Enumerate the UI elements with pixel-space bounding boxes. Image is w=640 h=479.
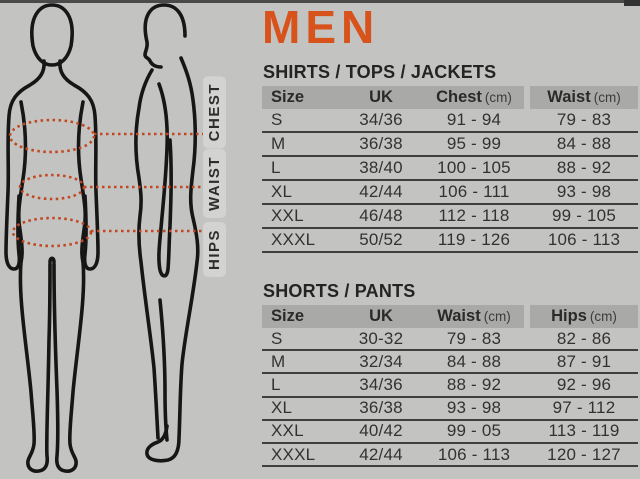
table-row: XXXL 42/44 106 - 113 120 - 127 [262, 444, 638, 468]
value-cell: 30-32 [358, 328, 404, 348]
column-header-size: Size [262, 305, 338, 328]
value-cell: 120 - 127 [547, 444, 621, 464]
value-cell: 87 - 91 [556, 351, 612, 371]
table-row: M 36/38 95 - 99 84 - 88 [262, 133, 638, 157]
table-row: L 34/36 88 - 92 92 - 96 [262, 374, 638, 398]
measurement-dotted-lines [8, 118, 206, 248]
waist-label: WAIST [203, 149, 226, 218]
value-cell: 34/36 [359, 110, 403, 129]
value-cell: 34/36 [359, 374, 403, 394]
size-cell: XL [271, 182, 293, 201]
size-cell: S [271, 110, 283, 129]
value-cell: 84 - 88 [556, 134, 612, 153]
table-row: XXL 46/48 112 - 118 99 - 105 [262, 205, 638, 229]
size-cell: M [271, 134, 286, 153]
column-header-waist: Waist (cm) [530, 86, 638, 109]
value-cell: 106 - 111 [438, 182, 510, 201]
waist-ellipse [18, 173, 86, 201]
body-outlines-svg [4, 3, 206, 473]
column-header-waist: Waist (cm) [424, 305, 524, 328]
column-header-chest: Chest (cm) [424, 86, 524, 109]
table-title: SHIRTS / TOPS / JACKETS [263, 62, 497, 82]
value-cell: 42/44 [359, 444, 403, 464]
table-row: L 38/40 100 - 105 88 - 92 [262, 157, 638, 181]
value-cell: 93 - 98 [446, 398, 502, 418]
value-cell: 50/52 [359, 230, 403, 249]
column-header-hips: Hips (cm) [530, 305, 638, 328]
column-header-size: Size [262, 86, 338, 109]
shorts-pants-table: SHORTS / PANTS Size UK Waist (cm) Hips (cm) S… [262, 281, 638, 468]
column-header-uk: UK [338, 86, 424, 109]
table-title: SHORTS / PANTS [263, 281, 416, 301]
hips-label: HIPS [203, 222, 226, 278]
value-cell: 88 - 92 [446, 374, 502, 394]
hips-ellipse [11, 216, 93, 248]
table-header-row: Size UK Waist (cm) Hips (cm) [262, 305, 638, 328]
side-figure-outline [134, 3, 200, 463]
body-measurement-diagram: CHEST WAIST HIPS [0, 0, 260, 479]
table-row: S 30-32 79 - 83 82 - 86 [262, 328, 638, 352]
size-cell: XXL [271, 421, 304, 441]
table-row: S 34/36 91 - 94 79 - 83 [262, 109, 638, 133]
value-cell: 93 - 98 [556, 182, 612, 201]
value-cell: 84 - 88 [446, 351, 502, 371]
value-cell: 113 - 119 [548, 421, 620, 441]
top-edge-strip [0, 0, 640, 3]
size-chart-content: MEN SHIRTS / TOPS / JACKETS Size UK Chest(… [262, 0, 640, 479]
table-row: XXL 40/42 99 - 05 113 - 119 [262, 421, 638, 444]
value-cell: 91 - 94 [446, 110, 502, 129]
value-cell: 46/48 [359, 206, 403, 225]
value-cell: 79 - 83 [446, 328, 502, 348]
value-cell: 88 - 92 [556, 158, 612, 177]
chest-ellipse [8, 118, 96, 154]
table-row: M 32/34 84 - 88 87 - 91 [262, 351, 638, 375]
size-cell: M [271, 351, 286, 371]
value-cell: 106 - 113 [437, 444, 511, 464]
table-row: XL 42/44 106 - 111 93 - 98 [262, 181, 638, 205]
front-figure-outline [4, 3, 100, 473]
table-body: S 30-32 79 - 83 82 - 86 M 32/34 84 - 88 87 - 91… [262, 328, 638, 468]
value-cell: 79 - 83 [556, 110, 612, 129]
value-cell: 38/40 [359, 158, 403, 177]
value-cell: 100 - 105 [437, 158, 511, 177]
table-header-row: Size UK Chest (cm) Waist (cm) [262, 86, 638, 109]
value-cell: 97 - 112 [552, 398, 616, 418]
value-cell: 106 - 113 [547, 230, 621, 249]
value-cell: 42/44 [359, 182, 403, 201]
size-cell: XXXL [271, 230, 316, 249]
table-row: XXXL 50/52 119 - 126 106 - 113 [262, 229, 638, 253]
size-cell: XL [271, 398, 293, 418]
value-cell: 82 - 86 [556, 328, 612, 348]
size-cell: L [271, 158, 281, 177]
value-cell: 112 - 118 [438, 206, 510, 225]
chest-label: CHEST [203, 76, 226, 149]
value-cell: 99 - 05 [446, 421, 502, 441]
value-cell: 32/34 [359, 351, 403, 371]
value-cell: 92 - 96 [556, 374, 612, 394]
top-edge-corner [624, 0, 640, 6]
value-cell: 36/38 [359, 134, 403, 153]
value-cell: 40/42 [359, 421, 403, 441]
page-title: MEN [262, 1, 380, 53]
size-cell: L [271, 374, 281, 394]
value-cell: 95 - 99 [446, 134, 502, 153]
size-cell: XXXL [271, 444, 316, 464]
column-header-uk: UK [338, 305, 424, 328]
shirts-tops-jackets-table: SHIRTS / TOPS / JACKETS Size UK Chest (cm) W… [262, 62, 638, 253]
value-cell: 99 - 105 [552, 206, 616, 225]
table-row: XL 36/38 93 - 98 97 - 112 [262, 398, 638, 421]
size-cell: XXL [271, 206, 304, 225]
table-body: S 34/36 91 - 94 79 - 83 M 36/38 95 - 99 84 - 88… [262, 109, 638, 253]
value-cell: 36/38 [359, 398, 403, 418]
size-cell: S [271, 328, 283, 348]
value-cell: 119 - 126 [437, 230, 511, 249]
